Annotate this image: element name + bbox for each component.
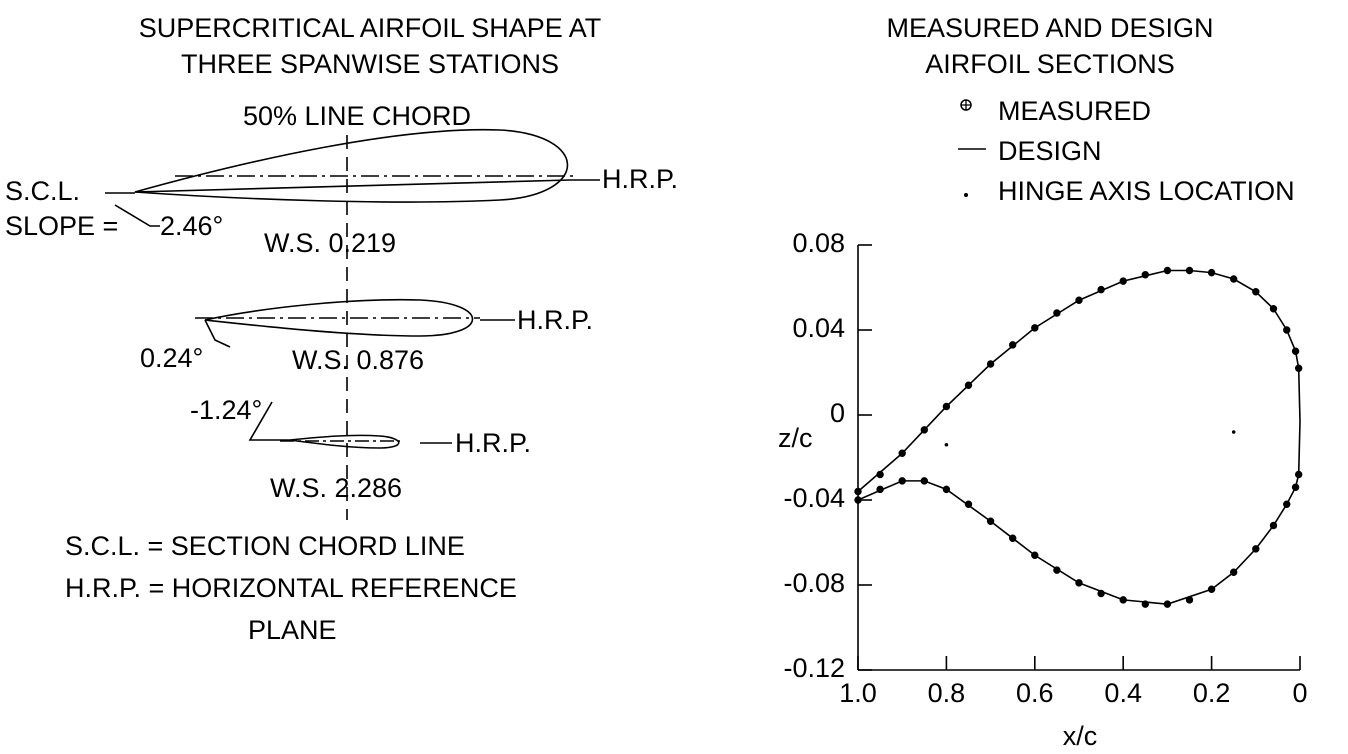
section-chord	[134, 179, 571, 193]
leader	[248, 401, 290, 441]
note: S.C.L. = SECTION CHORD LINE	[65, 531, 465, 561]
x-tick-label: 1.0	[839, 678, 877, 708]
marker	[1231, 430, 1236, 434]
airfoil	[289, 434, 400, 449]
legend-swatch	[964, 193, 968, 197]
leader	[114, 204, 160, 227]
legend-label: DESIGN	[998, 136, 1102, 166]
note: H.R.P. = HORIZONTAL REFERENCE	[65, 573, 517, 603]
legend-label: HINGE AXIS LOCATION	[998, 176, 1295, 206]
y-tick-label: -0.04	[783, 483, 845, 513]
legend-swatch	[961, 100, 971, 110]
hrp-label: H.R.P.	[602, 164, 678, 194]
y-tick-label: 0.04	[792, 313, 845, 343]
chart: MEASURED AND DESIGN AIRFOIL SECTIONS x/c…	[778, 13, 1308, 751]
station-label: W.S. 0.876	[292, 345, 424, 375]
y-tick-label: 0.08	[792, 228, 845, 258]
left-diagram: SUPERCRITICAL AIRFOIL SHAPE AT THREE SPA…	[5, 13, 678, 645]
marker	[944, 442, 949, 447]
hrp-label: H.R.P.	[517, 305, 593, 335]
scl-label: S.C.L.	[5, 176, 80, 206]
station-label: W.S. 0.219	[264, 228, 396, 258]
x-axis-label: x/c	[1063, 721, 1098, 751]
airfoil	[204, 298, 474, 337]
station-label: W.S. 2.286	[270, 473, 402, 503]
y-axis-label: z/c	[778, 423, 813, 453]
diagram-title: SUPERCRITICAL AIRFOIL SHAPE AT	[139, 13, 602, 43]
slope-label: SLOPE =	[5, 211, 118, 241]
x-tick-label: 0	[1292, 678, 1307, 708]
legend-label: MEASURED	[998, 96, 1151, 126]
airfoil	[134, 128, 569, 203]
diagram-title: THREE SPANWISE STATIONS	[181, 49, 559, 79]
y-tick-label: 0	[830, 398, 845, 428]
angle-label: 2.46°	[160, 211, 223, 241]
angle-label: 0.24°	[140, 343, 203, 373]
hrp-label: H.R.P.	[455, 428, 531, 458]
chord-label: 50% LINE CHORD	[243, 101, 471, 131]
angle-label: -1.24°	[190, 395, 262, 425]
y-tick-label: -0.08	[783, 568, 845, 598]
x-tick-label: 0.8	[928, 678, 966, 708]
leader	[204, 319, 231, 348]
x-tick-label: 0.2	[1193, 678, 1231, 708]
x-tick-label: 0.4	[1104, 678, 1142, 708]
design-line	[857, 269, 1301, 605]
y-tick-label: -0.12	[783, 653, 845, 683]
x-tick-label: 0.6	[1016, 678, 1054, 708]
note: PLANE	[248, 615, 337, 645]
chart-title: AIRFOIL SECTIONS	[925, 49, 1175, 79]
chart-title: MEASURED AND DESIGN	[886, 13, 1213, 43]
